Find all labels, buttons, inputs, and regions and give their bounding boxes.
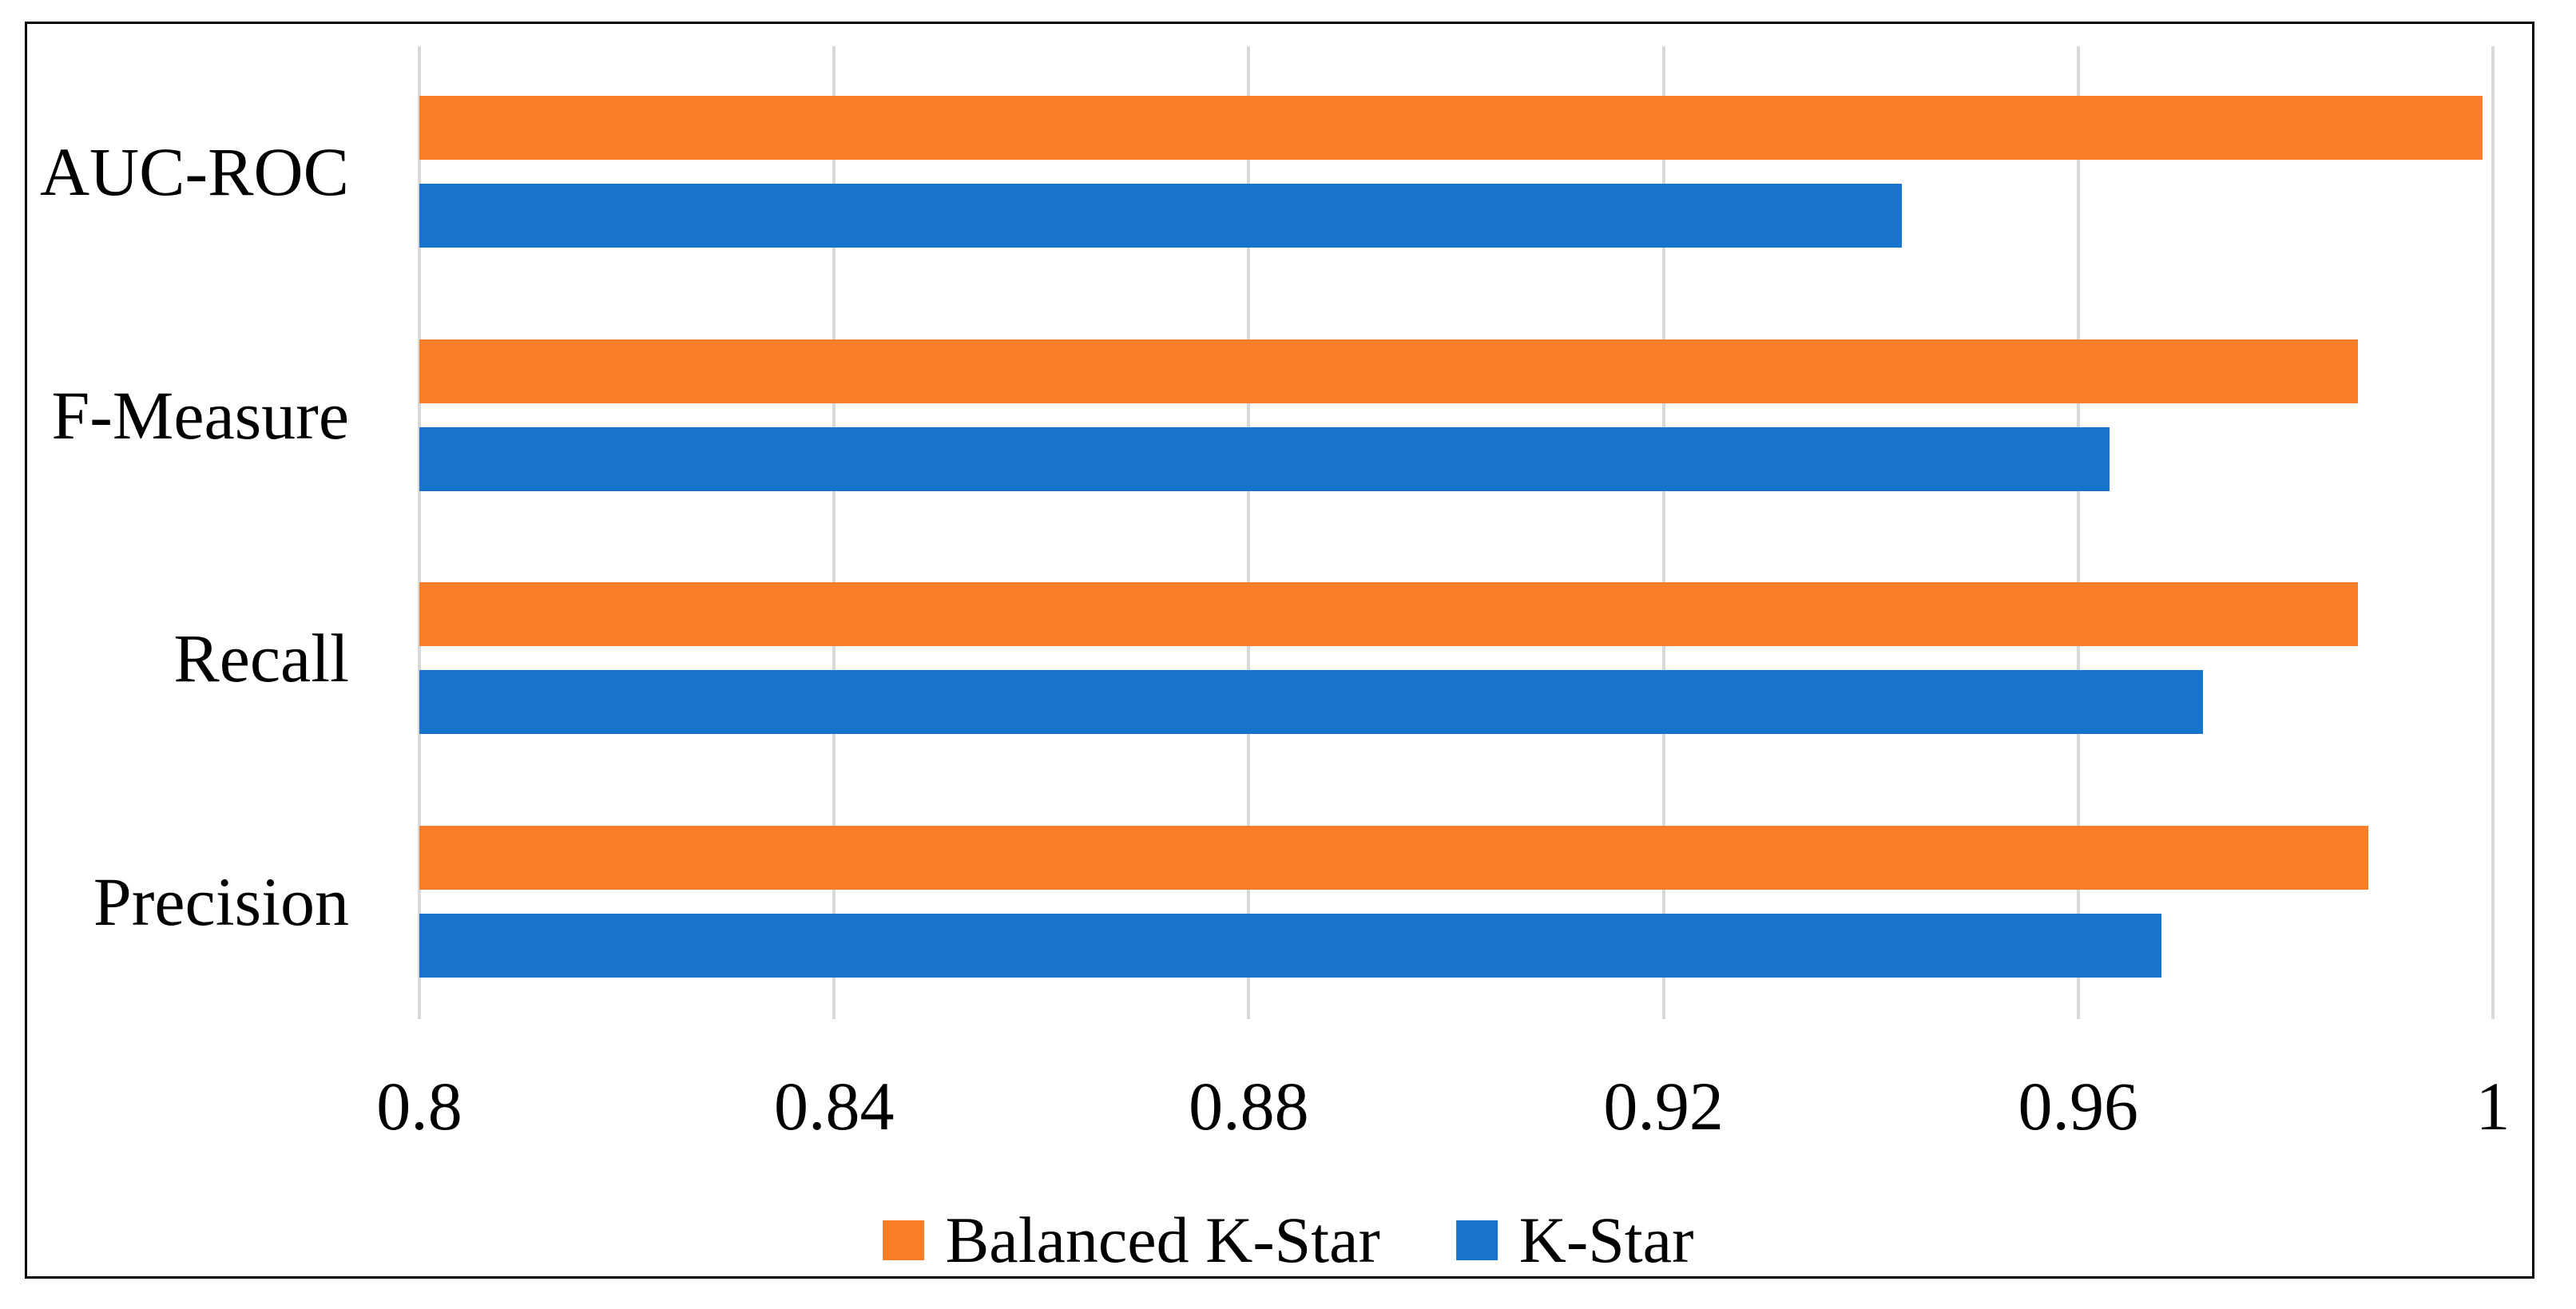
gridline xyxy=(1661,46,1665,1019)
bar-k-star xyxy=(419,913,2161,978)
bar-group xyxy=(419,533,2493,776)
category-label: Precision xyxy=(93,863,349,940)
bar-group xyxy=(419,46,2493,290)
gridline xyxy=(418,46,421,1019)
x-tick-label: 0.88 xyxy=(1189,1068,1309,1144)
bar-group xyxy=(419,290,2493,534)
legend-swatch xyxy=(1455,1220,1498,1260)
category-label: AUC-ROC xyxy=(39,133,349,210)
category-axis: AUC-ROC F-Measure Recall Precision xyxy=(32,46,349,1019)
legend-label: Balanced K-Star xyxy=(945,1204,1380,1276)
plot-area xyxy=(418,46,2495,1020)
bar-k-star xyxy=(419,670,2203,734)
gridline xyxy=(832,46,836,1019)
x-tick-label: 0.8 xyxy=(376,1068,462,1144)
bar-k-star xyxy=(419,426,2110,491)
category-label: Recall xyxy=(173,620,349,696)
legend-swatch xyxy=(882,1220,924,1260)
gridline xyxy=(2076,46,2080,1019)
bar-balanced-k-star xyxy=(419,96,2483,160)
gridline xyxy=(1247,46,1251,1019)
legend-item: Balanced K-Star xyxy=(882,1204,1380,1276)
category-label: F-Measure xyxy=(51,376,349,454)
bar-balanced-k-star xyxy=(419,582,2359,646)
bar-balanced-k-star xyxy=(419,339,2359,403)
bar-balanced-k-star xyxy=(419,825,2369,890)
gridline xyxy=(2491,46,2495,1019)
x-tick-label: 0.84 xyxy=(773,1068,895,1144)
legend: Balanced K-Star K-Star xyxy=(882,1204,1694,1276)
bar-k-star xyxy=(419,184,1903,248)
x-tick-label: 1 xyxy=(2475,1068,2511,1144)
bar-group xyxy=(419,776,2493,1020)
legend-item: K-Star xyxy=(1455,1204,1694,1276)
x-tick-label: 0.92 xyxy=(1603,1068,1724,1144)
legend-label: K-Star xyxy=(1518,1204,1694,1276)
x-tick-label: 0.96 xyxy=(2018,1068,2139,1144)
